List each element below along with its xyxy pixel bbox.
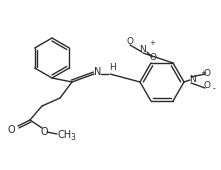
Text: 3: 3 [70,132,75,141]
Text: N: N [190,75,196,84]
Text: CH: CH [58,130,72,140]
Text: -: - [213,84,216,94]
Text: O: O [40,127,48,137]
Text: +: + [149,40,155,46]
Text: O: O [204,81,210,90]
Text: O: O [149,54,156,63]
Text: N: N [140,46,146,55]
Text: +: + [200,70,206,76]
Text: O: O [126,38,133,47]
Text: N: N [94,67,101,77]
Text: O: O [204,69,210,78]
Text: H: H [109,64,116,72]
Text: O: O [7,125,15,135]
